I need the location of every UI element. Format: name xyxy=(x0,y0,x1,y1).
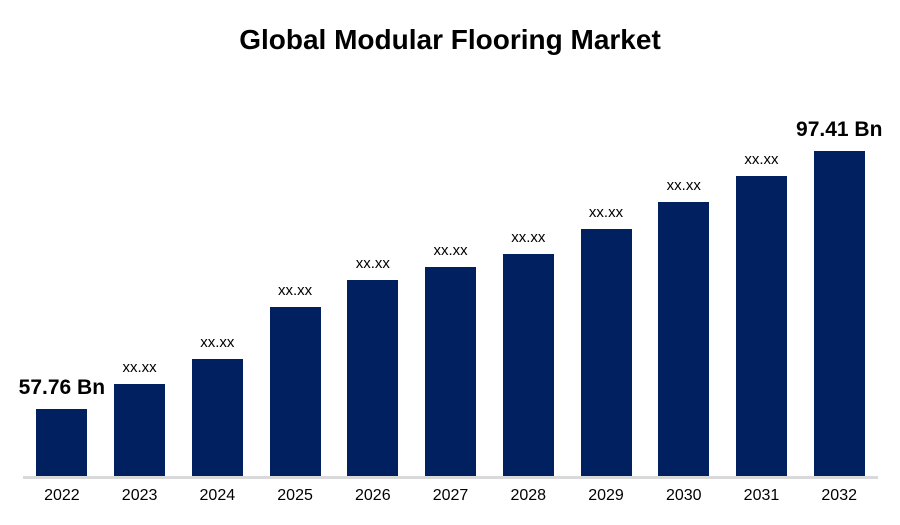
x-axis-tick-label: 2025 xyxy=(277,487,313,504)
x-axis-tick-label: 2032 xyxy=(821,487,857,504)
bar-column: xx.xx xyxy=(334,256,412,476)
bar-value-label: xx.xx xyxy=(277,282,313,299)
bar-column: xx.xx xyxy=(723,152,801,476)
bar-column: xx.xx xyxy=(101,360,179,476)
bar-value-label: xx.xx xyxy=(200,334,235,351)
x-axis-tick-label: 2027 xyxy=(432,487,469,504)
bar-column: xx.xx xyxy=(412,243,490,476)
bar-value-label: 57.76 Bn xyxy=(18,376,106,399)
bar-value-label: 97.41 Bn xyxy=(796,118,883,141)
x-axis-tick-label: 2026 xyxy=(355,487,391,504)
bar-2031 xyxy=(735,176,787,476)
bar-value-label: xx.xx xyxy=(122,359,157,376)
plot-area: 57.76 Bn xx.xx xx.xx xx.xx xx.xx xx.xx x… xyxy=(19,0,882,476)
bar-2032 xyxy=(813,151,865,476)
x-axis-tick-label: 2022 xyxy=(44,487,80,504)
bar-2024 xyxy=(191,359,243,476)
bar-2025 xyxy=(269,307,321,476)
bar-value-label: xx.xx xyxy=(744,151,779,168)
bar-2029 xyxy=(580,229,632,476)
bar-column: xx.xx xyxy=(567,205,645,476)
bar-value-label: xx.xx xyxy=(511,229,546,246)
bar-2030 xyxy=(658,202,710,476)
bar-value-label: xx.xx xyxy=(588,204,624,221)
bar-value-label: xx.xx xyxy=(355,255,390,272)
chart-title: Global Modular Flooring Market xyxy=(239,24,661,55)
bar-2022 xyxy=(36,409,88,476)
bar-column: xx.xx xyxy=(178,335,256,476)
bar-2028 xyxy=(502,254,554,476)
x-axis-tick-label: 2024 xyxy=(199,487,236,504)
x-axis-tick-label: 2028 xyxy=(510,487,547,504)
x-axis-tick-label: 2031 xyxy=(743,487,780,504)
bar-columns: 57.76 Bn xx.xx xx.xx xx.xx xx.xx xx.xx x… xyxy=(19,0,882,476)
x-axis-labels: 2022 2023 2024 2025 2026 2027 2028 2029 … xyxy=(23,487,878,505)
x-axis-line xyxy=(23,476,878,479)
bar-2026 xyxy=(347,280,399,476)
bar-2023 xyxy=(114,384,166,476)
bar-column: 97.41 Bn xyxy=(796,119,882,476)
bar-value-label: xx.xx xyxy=(433,242,468,259)
bar-column: xx.xx xyxy=(645,178,723,476)
x-axis-tick-label: 2029 xyxy=(588,487,624,504)
bar-column: xx.xx xyxy=(256,283,334,476)
x-axis-tick-label: 2023 xyxy=(121,487,158,504)
bar-column: xx.xx xyxy=(489,230,567,476)
bar-column: 57.76 Bn xyxy=(19,377,105,476)
bar-value-label: xx.xx xyxy=(666,177,701,194)
bar-2027 xyxy=(425,267,477,476)
x-axis-tick-label: 2030 xyxy=(665,487,702,504)
